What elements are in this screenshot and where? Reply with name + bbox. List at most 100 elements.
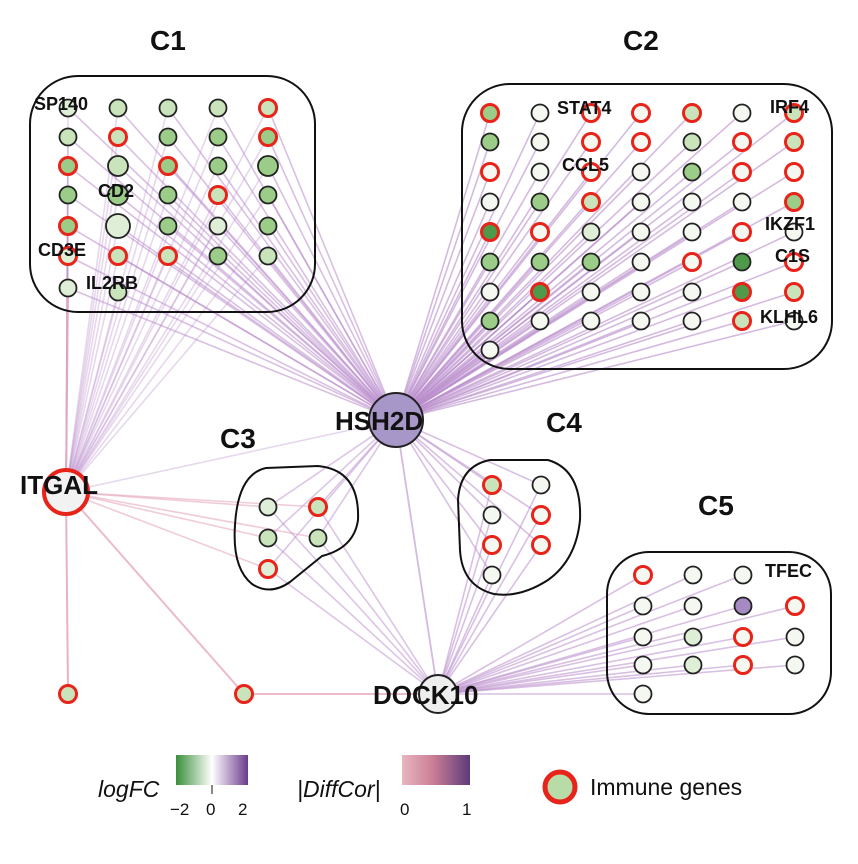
c2-gene-node[interactable] xyxy=(682,103,702,123)
c2-gene-node[interactable] xyxy=(784,132,804,152)
c4-gene-node[interactable] xyxy=(482,475,502,495)
c2-gene-node[interactable] xyxy=(682,311,702,331)
c3-gene-node[interactable] xyxy=(258,559,278,579)
c2-gene-node[interactable] xyxy=(581,192,601,212)
hub-node-hsh2d[interactable] xyxy=(368,392,424,448)
c2-gene-node[interactable] xyxy=(480,222,500,242)
c2-gene-node[interactable] xyxy=(530,311,550,331)
c2-gene-node[interactable] xyxy=(480,132,500,152)
c5-gene-node[interactable] xyxy=(633,565,653,585)
c1-gene-node[interactable] xyxy=(108,98,128,118)
unclustered-gene-node[interactable] xyxy=(234,684,254,704)
c1-gene-node[interactable] xyxy=(208,127,228,147)
c2-gene-node[interactable] xyxy=(480,282,500,302)
c2-gene-node[interactable] xyxy=(581,162,601,182)
c1-gene-node[interactable] xyxy=(257,155,279,177)
c1-gene-node[interactable] xyxy=(208,216,228,236)
c2-gene-node[interactable] xyxy=(480,103,500,123)
c2-gene-node[interactable] xyxy=(581,103,601,123)
c2-gene-node[interactable] xyxy=(581,311,601,331)
c2-gene-node[interactable] xyxy=(784,162,804,182)
c2-gene-node[interactable] xyxy=(631,252,651,272)
c1-gene-node[interactable] xyxy=(208,156,228,176)
c2-gene-node[interactable] xyxy=(480,311,500,331)
c2-gene-node[interactable] xyxy=(480,192,500,212)
c5-gene-node[interactable] xyxy=(785,655,805,675)
c2-gene-node[interactable] xyxy=(530,132,550,152)
c2-gene-node[interactable] xyxy=(631,132,651,152)
c5-gene-node[interactable] xyxy=(633,684,653,704)
c1-gene-node[interactable] xyxy=(58,185,78,205)
c2-gene-node[interactable] xyxy=(480,162,500,182)
c1-gene-node[interactable] xyxy=(58,127,78,147)
c1-gene-node[interactable] xyxy=(158,156,178,176)
c2-gene-node[interactable] xyxy=(732,252,752,272)
c1-gene-node[interactable] xyxy=(208,246,228,266)
c1-gene-node[interactable] xyxy=(105,213,131,239)
c5-gene-node[interactable] xyxy=(785,596,805,616)
c5-gene-node[interactable] xyxy=(733,627,753,647)
c5-gene-node[interactable] xyxy=(733,596,753,616)
c1-gene-node[interactable] xyxy=(108,246,128,266)
c2-gene-node[interactable] xyxy=(631,192,651,212)
c5-gene-node[interactable] xyxy=(683,596,703,616)
c2-gene-node[interactable] xyxy=(732,311,752,331)
c2-gene-node[interactable] xyxy=(784,222,804,242)
c2-gene-node[interactable] xyxy=(581,132,601,152)
c2-gene-node[interactable] xyxy=(581,282,601,302)
c1-gene-node[interactable] xyxy=(58,98,78,118)
c2-gene-node[interactable] xyxy=(732,222,752,242)
c2-gene-node[interactable] xyxy=(581,252,601,272)
c3-gene-node[interactable] xyxy=(258,497,278,517)
c2-gene-node[interactable] xyxy=(530,222,550,242)
c4-gene-node[interactable] xyxy=(531,505,551,525)
c3-gene-node[interactable] xyxy=(308,528,328,548)
c1-gene-node[interactable] xyxy=(158,246,178,266)
c2-gene-node[interactable] xyxy=(784,311,804,331)
c2-gene-node[interactable] xyxy=(530,282,550,302)
unclustered-gene-node[interactable] xyxy=(58,684,78,704)
c3-gene-node[interactable] xyxy=(308,497,328,517)
c1-gene-node[interactable] xyxy=(258,216,278,236)
c2-gene-node[interactable] xyxy=(682,222,702,242)
hub-node-itgal[interactable] xyxy=(42,468,90,516)
c2-gene-node[interactable] xyxy=(631,103,651,123)
c1-gene-node[interactable] xyxy=(158,185,178,205)
c2-gene-node[interactable] xyxy=(784,192,804,212)
c3-gene-node[interactable] xyxy=(258,528,278,548)
c5-gene-node[interactable] xyxy=(683,655,703,675)
c2-gene-node[interactable] xyxy=(682,162,702,182)
c5-gene-node[interactable] xyxy=(633,655,653,675)
c1-gene-node[interactable] xyxy=(208,185,228,205)
c4-gene-node[interactable] xyxy=(531,535,551,555)
c5-gene-node[interactable] xyxy=(633,596,653,616)
c1-gene-node[interactable] xyxy=(158,127,178,147)
c1-gene-node[interactable] xyxy=(58,246,78,266)
c2-gene-node[interactable] xyxy=(480,340,500,360)
c1-gene-node[interactable] xyxy=(208,98,228,118)
c2-gene-node[interactable] xyxy=(530,252,550,272)
c2-gene-node[interactable] xyxy=(732,132,752,152)
c4-gene-node[interactable] xyxy=(531,475,551,495)
c1-gene-node[interactable] xyxy=(58,278,78,298)
c1-gene-node[interactable] xyxy=(107,155,129,177)
c1-gene-node[interactable] xyxy=(108,127,128,147)
c2-gene-node[interactable] xyxy=(732,282,752,302)
c5-gene-node[interactable] xyxy=(633,627,653,647)
c2-gene-node[interactable] xyxy=(631,282,651,302)
c1-gene-node[interactable] xyxy=(258,98,278,118)
c5-gene-node[interactable] xyxy=(683,565,703,585)
c2-gene-node[interactable] xyxy=(682,282,702,302)
c2-gene-node[interactable] xyxy=(530,162,550,182)
c1-gene-node[interactable] xyxy=(258,185,278,205)
c2-gene-node[interactable] xyxy=(784,282,804,302)
c5-gene-node[interactable] xyxy=(785,627,805,647)
c5-gene-node[interactable] xyxy=(733,565,753,585)
c1-gene-node[interactable] xyxy=(258,246,278,266)
c2-gene-node[interactable] xyxy=(682,132,702,152)
c2-gene-node[interactable] xyxy=(480,252,500,272)
c2-gene-node[interactable] xyxy=(732,192,752,212)
hub-node-dock10[interactable] xyxy=(418,674,458,714)
c2-gene-node[interactable] xyxy=(732,103,752,123)
c2-gene-node[interactable] xyxy=(631,311,651,331)
